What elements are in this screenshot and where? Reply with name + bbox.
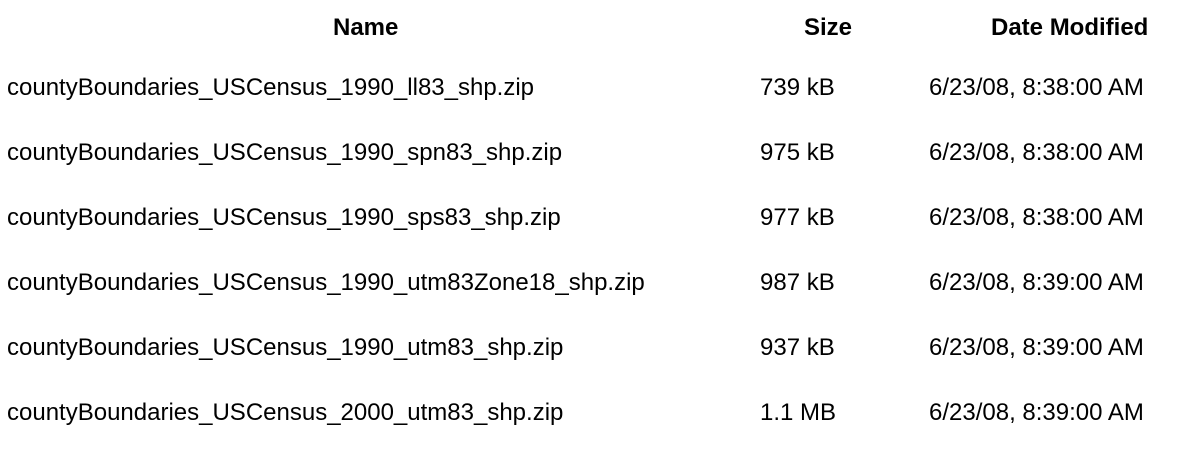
file-name[interactable]: countyBoundaries_USCensus_1990_spn83_shp… bbox=[7, 139, 563, 166]
file-name[interactable]: countyBoundaries_USCensus_1990_ll83_shp.… bbox=[7, 74, 535, 101]
size-column-header[interactable]: Size bbox=[804, 14, 853, 41]
file-date-modified: 6/23/08, 8:38:00 AM bbox=[929, 74, 1144, 101]
file-size: 1.1 MB bbox=[760, 399, 837, 426]
file-name[interactable]: countyBoundaries_USCensus_1990_utm83Zone… bbox=[7, 269, 645, 296]
file-row[interactable]: countyBoundaries_USCensus_1990_ll83_shp.… bbox=[0, 56, 1186, 121]
file-size: 975 kB bbox=[760, 139, 835, 166]
file-size: 937 kB bbox=[760, 334, 835, 361]
file-row[interactable]: countyBoundaries_USCensus_1990_utm83Zone… bbox=[0, 251, 1186, 316]
file-row[interactable]: countyBoundaries_USCensus_1990_utm83_shp… bbox=[0, 316, 1186, 381]
name-column-header[interactable]: Name bbox=[333, 14, 399, 41]
file-date-modified: 6/23/08, 8:38:00 AM bbox=[929, 204, 1144, 231]
file-date-modified: 6/23/08, 8:39:00 AM bbox=[929, 399, 1144, 426]
file-name[interactable]: countyBoundaries_USCensus_1990_sps83_shp… bbox=[7, 204, 561, 231]
file-row[interactable]: countyBoundaries_USCensus_1990_spn83_shp… bbox=[0, 121, 1186, 186]
file-row[interactable]: countyBoundaries_USCensus_1990_sps83_shp… bbox=[0, 186, 1186, 251]
file-name[interactable]: countyBoundaries_USCensus_1990_utm83_shp… bbox=[7, 334, 564, 361]
file-size: 987 kB bbox=[760, 269, 835, 296]
file-size: 739 kB bbox=[760, 74, 835, 101]
file-name[interactable]: countyBoundaries_USCensus_2000_utm83_shp… bbox=[7, 399, 564, 426]
file-date-modified: 6/23/08, 8:39:00 AM bbox=[929, 269, 1144, 296]
file-row[interactable]: countyBoundaries_USCensus_2000_utm83_shp… bbox=[0, 381, 1186, 446]
column-header-row: Name Size Date Modified bbox=[0, 0, 1186, 56]
file-date-modified: 6/23/08, 8:38:00 AM bbox=[929, 139, 1144, 166]
file-size: 977 kB bbox=[760, 204, 835, 231]
date-modified-column-header[interactable]: Date Modified bbox=[991, 14, 1149, 41]
file-date-modified: 6/23/08, 8:39:00 AM bbox=[929, 334, 1144, 361]
